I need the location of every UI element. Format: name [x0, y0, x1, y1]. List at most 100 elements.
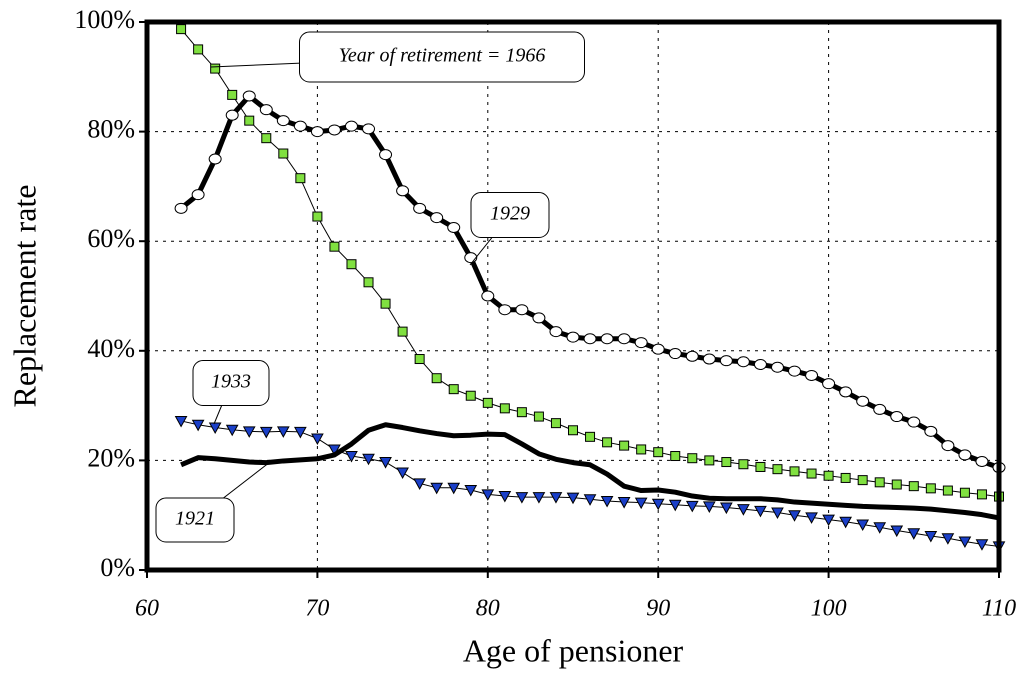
marker — [907, 528, 921, 540]
marker — [653, 447, 664, 458]
marker — [753, 359, 767, 370]
marker — [685, 350, 699, 362]
marker — [651, 343, 665, 355]
marker — [174, 202, 188, 214]
marker — [754, 505, 767, 518]
marker — [208, 153, 222, 165]
marker — [261, 133, 272, 144]
marker — [806, 468, 817, 479]
marker — [738, 459, 749, 470]
marker — [397, 326, 408, 337]
marker — [840, 472, 851, 483]
marker — [634, 497, 648, 510]
marker — [942, 485, 953, 496]
marker — [976, 489, 987, 500]
marker — [839, 516, 852, 529]
marker — [430, 212, 444, 224]
marker — [225, 424, 239, 437]
marker — [822, 514, 835, 527]
marker — [276, 115, 290, 127]
marker — [380, 298, 391, 309]
marker — [823, 470, 834, 481]
marker — [225, 109, 239, 121]
marker — [805, 512, 818, 524]
marker — [549, 326, 563, 338]
marker — [771, 507, 784, 519]
marker — [379, 149, 393, 161]
callout-label: 1929 — [490, 203, 530, 225]
marker — [975, 455, 989, 467]
series-line — [180, 28, 1000, 498]
marker — [687, 453, 698, 464]
marker — [788, 365, 802, 377]
y-tick-label: 80% — [87, 115, 135, 144]
marker — [208, 422, 222, 435]
marker — [908, 481, 919, 492]
marker — [857, 475, 868, 486]
plot-frame — [144, 19, 1002, 573]
marker — [874, 477, 885, 488]
marker — [873, 403, 887, 415]
marker — [568, 425, 578, 436]
marker — [396, 467, 409, 479]
marker — [327, 124, 341, 136]
y-tick-label: 100% — [74, 5, 135, 34]
marker — [788, 510, 801, 522]
marker — [482, 397, 493, 408]
marker — [822, 378, 836, 390]
marker — [856, 519, 870, 532]
marker — [924, 531, 938, 543]
marker — [481, 290, 495, 302]
marker — [345, 451, 358, 463]
callout-box — [299, 31, 585, 83]
marker — [736, 356, 750, 368]
marker — [668, 348, 682, 360]
marker — [396, 185, 410, 197]
marker — [414, 354, 425, 365]
marker — [293, 120, 307, 132]
callout-label: Year of retirement = 1966 — [339, 45, 546, 67]
marker — [498, 491, 512, 503]
marker — [532, 492, 546, 504]
marker — [600, 333, 614, 345]
marker — [447, 222, 461, 233]
marker — [789, 466, 800, 477]
y-tick-label: 20% — [87, 443, 135, 472]
marker — [941, 440, 955, 452]
marker — [244, 115, 255, 126]
marker — [447, 482, 461, 495]
y-tick-label: 0% — [100, 553, 135, 582]
marker — [363, 277, 374, 288]
marker — [278, 148, 289, 159]
callout-label: 1921 — [175, 508, 215, 530]
x-tick-label: 70 — [305, 596, 329, 622]
marker — [174, 415, 188, 428]
marker — [344, 120, 358, 132]
marker — [891, 479, 902, 490]
marker — [720, 502, 733, 515]
marker — [515, 304, 529, 316]
marker — [191, 189, 205, 201]
marker — [958, 536, 972, 549]
marker — [464, 484, 478, 497]
callout-box — [192, 360, 270, 406]
marker — [294, 426, 307, 439]
x-tick-label: 110 — [982, 596, 1016, 622]
y-tick-label: 40% — [87, 334, 135, 363]
marker — [242, 90, 256, 102]
marker — [583, 494, 597, 506]
marker — [772, 464, 783, 475]
marker — [310, 126, 324, 138]
marker — [550, 418, 561, 429]
marker — [328, 444, 341, 456]
marker — [481, 489, 495, 501]
marker — [873, 522, 887, 534]
x-tick-label: 100 — [811, 596, 847, 622]
marker — [602, 437, 613, 448]
marker — [499, 403, 510, 414]
marker — [704, 455, 715, 466]
marker — [924, 425, 938, 437]
marker — [498, 304, 512, 316]
marker — [583, 333, 597, 345]
marker — [702, 353, 716, 365]
